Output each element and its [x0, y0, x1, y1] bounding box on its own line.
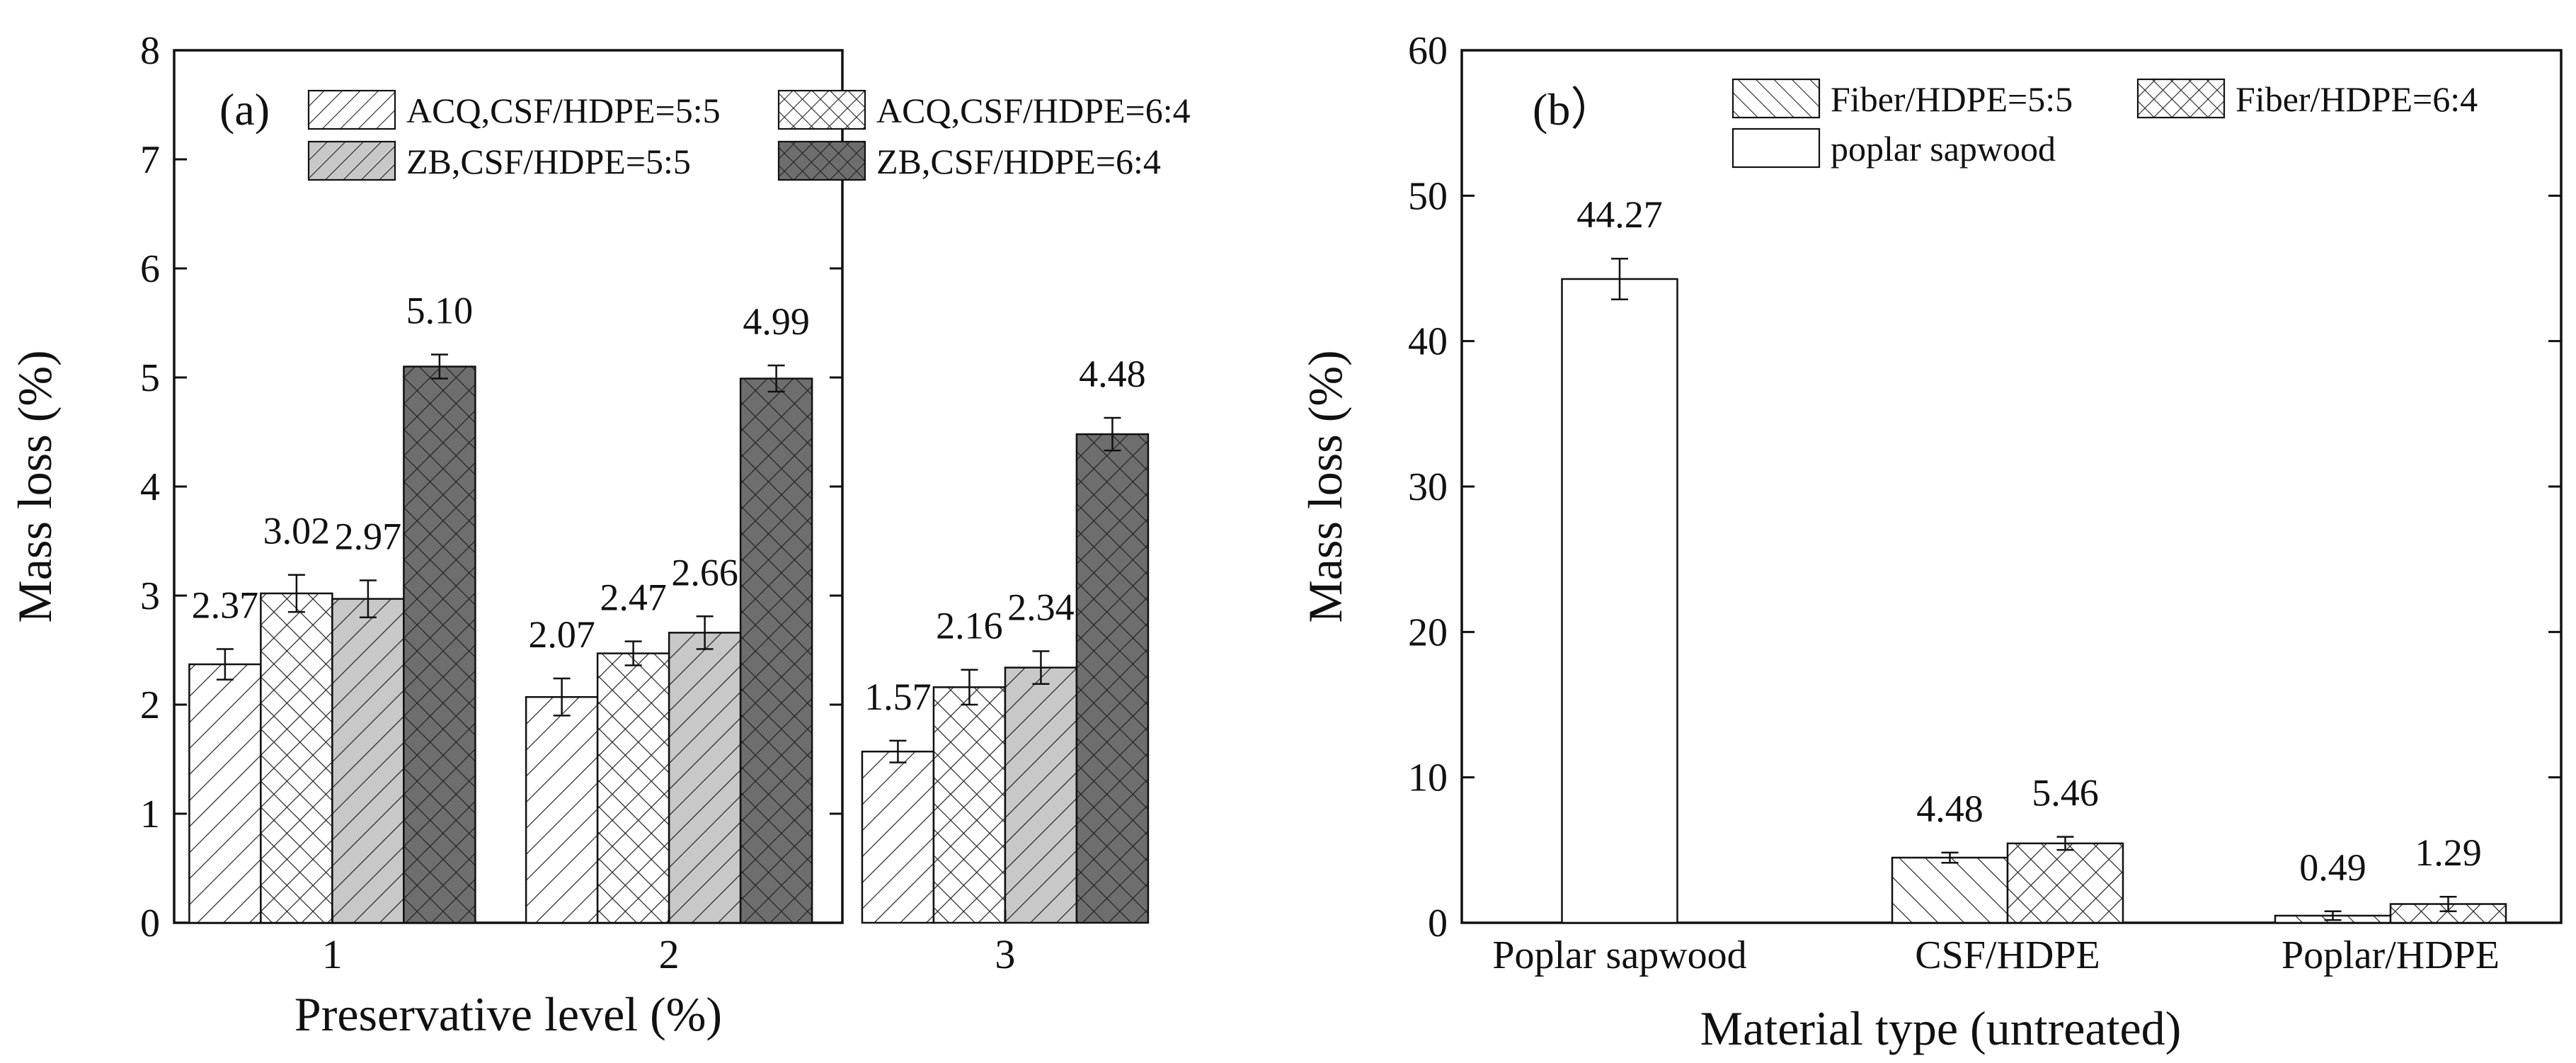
data-label-b-c2-0: 0.49 — [2299, 846, 2366, 889]
a-legend-label-2: ZB,CSF/HDPE=5:5 — [406, 142, 691, 181]
bar-a-s3-c0-hatch-back — [403, 366, 476, 923]
a-xtick-label-0: 1 — [322, 931, 343, 977]
a-frame — [173, 49, 844, 924]
bar-a-s2-c0-hatch-fwd — [332, 598, 404, 923]
data-label-a-s2-c2: 2.34 — [1007, 586, 1075, 629]
a-legend-swatch-1-outline — [777, 89, 866, 130]
data-label-b-c2-1: 1.29 — [2415, 831, 2482, 874]
data-label-a-s0-c1: 2.07 — [528, 613, 595, 656]
data-label-a-s1-c2: 2.16 — [936, 605, 1003, 647]
b-legend-label-0: Fiber/HDPE=5:5 — [1831, 79, 2073, 119]
a-xtick-label-1: 2 — [659, 931, 680, 977]
bar-a-s0-c1-hatch-fwd — [526, 697, 598, 923]
data-label-a-s2-c0: 2.97 — [335, 515, 402, 557]
a-ytick-label-0: 0 — [140, 902, 160, 945]
a-legend-label-3: ZB,CSF/HDPE=6:4 — [876, 142, 1161, 181]
a-legend-swatch-0-outline — [307, 89, 396, 130]
bar-a-s1-c1-hatch-back — [597, 653, 670, 923]
b-ytick-label-3: 30 — [1408, 465, 1448, 509]
a-legend-label-1: ACQ,CSF/HDPE=6:4 — [876, 91, 1191, 130]
b-ytick-label-5: 50 — [1408, 174, 1448, 218]
a-ytick-label-6: 6 — [140, 247, 160, 291]
b-ytick-label-6: 60 — [1408, 29, 1448, 73]
bar-a-s0-c2-hatch-fwd — [861, 751, 934, 923]
b-legend-swatch-1-outline — [2136, 78, 2226, 119]
b-legend-swatch-0-outline — [1731, 78, 1821, 119]
b-xtick-label-1: CSF/HDPE — [1915, 933, 2100, 977]
a-legend-swatch-3-outline — [777, 140, 866, 181]
data-label-a-s1-c0: 3.02 — [263, 510, 331, 552]
a-panel-label: (a) — [219, 84, 270, 135]
a-ytick-label-5: 5 — [140, 356, 160, 400]
a-legend-swatch-1-hatch-back — [779, 91, 865, 129]
data-label-b-c1-0: 4.48 — [1916, 788, 1983, 830]
a-ytick-label-2: 2 — [140, 683, 160, 727]
panel-b: 0 10 20 30 40 50 60 44.27 4.48 5.46 0.49 1.29 Poplar… — [1298, 29, 2563, 1055]
a-ytick-label-3: 3 — [140, 574, 160, 618]
b-panel-label: (b） — [1533, 84, 1615, 135]
b-y-axis-label: Mass loss (%) — [1298, 350, 1352, 623]
data-label-a-s2-c1: 2.66 — [671, 551, 738, 593]
b-ytick-label-0: 0 — [1428, 902, 1448, 945]
bar-a-s2-c2-hatch-fwd — [1004, 667, 1077, 923]
bar-a-s3-c2-hatch-back — [1076, 434, 1148, 923]
data-label-a-s3-c1: 4.99 — [743, 300, 810, 343]
a-ytick-label-7: 7 — [140, 138, 160, 182]
b-x-axis-label: Material type (untreated) — [1700, 1001, 2182, 1055]
bar-b-c1-1-hatch-back — [2008, 843, 2123, 923]
a-legend-swatch-3-hatch-back — [779, 142, 865, 180]
data-label-b-c0-0: 44.27 — [1576, 193, 1663, 236]
data-label-a-s0-c2: 1.57 — [864, 676, 932, 718]
b-xtick-label-0: Poplar sapwood — [1492, 933, 1746, 977]
a-legend-swatch-2-outline — [307, 140, 396, 181]
a-xtick-label-2: 3 — [995, 931, 1015, 977]
b-xtick-label-2: Poplar/HDPE — [2282, 933, 2500, 977]
bar-a-s3-c1-hatch-back — [740, 378, 813, 923]
b-legend-label-2: poplar sapwood — [1831, 129, 2056, 169]
panel-a: 0 1 2 3 4 5 6 7 8 2.373.02 2.97 5.10 1 2.072.472.66 4.… — [8, 29, 1191, 1041]
b-ytick-label-2: 20 — [1408, 610, 1448, 654]
bar-a-s2-c1-hatch-fwd — [669, 632, 741, 923]
a-x-axis-label: Preservative level (%) — [294, 987, 722, 1041]
a-ytick-label-1: 1 — [140, 792, 160, 836]
bar-b-c1-0-hatch-back — [1892, 858, 2008, 923]
a-ytick-label-4: 4 — [140, 465, 160, 509]
a-legend-swatch-0-hatch-fwd — [309, 91, 395, 129]
b-legend-swatch-0-hatch-back — [1733, 79, 1819, 118]
a-legend-swatch-2-hatch-fwd — [309, 142, 395, 180]
bar-a-s1-c2-hatch-back — [933, 687, 1005, 923]
data-label-a-s3-c2: 4.48 — [1079, 353, 1146, 395]
b-legend-label-1: Fiber/HDPE=6:4 — [2236, 79, 2478, 119]
a-y-axis-label: Mass loss (%) — [8, 350, 62, 623]
b-ytick-label-4: 40 — [1408, 320, 1448, 364]
data-label-a-s3-c0: 5.10 — [406, 290, 474, 332]
bar-b-c0-0-fill — [1562, 278, 1678, 923]
data-label-b-c1-1: 5.46 — [2032, 772, 2099, 814]
bar-a-s1-c0-hatch-back — [261, 593, 333, 923]
bar-a-s0-c0-hatch-fwd — [189, 664, 261, 923]
b-legend-swatch-1-hatch-back — [2138, 79, 2224, 118]
data-label-a-s0-c0: 2.37 — [192, 584, 259, 626]
a-ytick-label-8: 8 — [140, 29, 160, 73]
b-legend-swatch-2-fill — [1733, 129, 1819, 167]
b-ytick-label-1: 10 — [1408, 756, 1448, 800]
a-legend-label-0: ACQ,CSF/HDPE=5:5 — [406, 91, 721, 130]
data-label-a-s1-c1: 2.47 — [600, 576, 667, 619]
b-legend-swatch-2-outline — [1731, 127, 1821, 169]
